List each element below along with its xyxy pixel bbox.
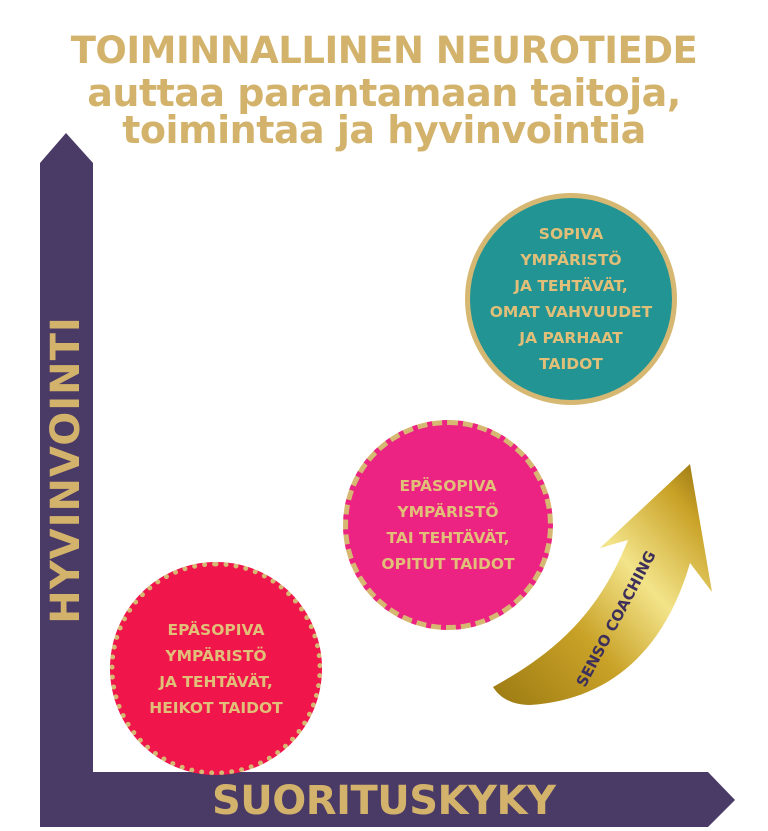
circle-optimal-text: SOPIVA YMPÄRISTÖ JA TEHTÄVÄT, OMAT VAHVU…: [489, 225, 653, 373]
x-axis-arrow: [40, 772, 735, 827]
y-axis-label: HYVINVOINTI: [43, 316, 89, 624]
title-line-3: toimintaa ja hyvinvointia: [122, 108, 646, 152]
senso-coaching-arrow: [493, 464, 712, 705]
circle-learned-skills: EPÄSOPIVA YMPÄRISTÖ TAI TEHTÄVÄT, OPITUT…: [343, 420, 553, 630]
title-line-1: TOIMINNALLINEN NEUROTIEDE: [70, 29, 698, 72]
x-axis-label: SUORITUSKYKY: [212, 778, 556, 824]
title-line-2: auttaa parantamaan taitoja,: [87, 71, 681, 115]
circle-optimal: SOPIVA YMPÄRISTÖ JA TEHTÄVÄT, OMAT VAHVU…: [465, 193, 677, 405]
circle-weak-skills: EPÄSOPIVA YMPÄRISTÖ JA TEHTÄVÄT, HEIKOT …: [110, 562, 322, 775]
circle-weak-skills-text: EPÄSOPIVA YMPÄRISTÖ JA TEHTÄVÄT, HEIKOT …: [149, 620, 283, 717]
circle-learned-skills-text: EPÄSOPIVA YMPÄRISTÖ TAI TEHTÄVÄT, OPITUT…: [381, 477, 515, 573]
y-axis-arrow: [40, 133, 93, 772]
